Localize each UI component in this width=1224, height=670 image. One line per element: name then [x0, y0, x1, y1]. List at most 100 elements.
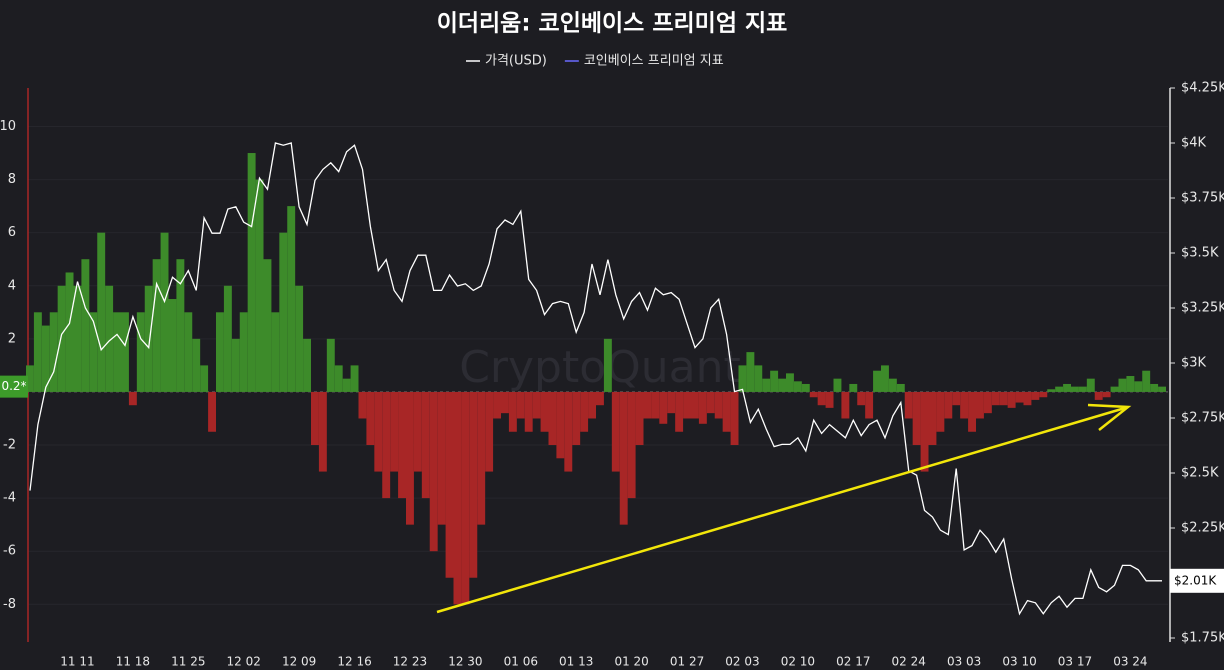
- premium-bar: [683, 391, 691, 419]
- premium-bar: [588, 391, 596, 419]
- premium-bar: [849, 383, 858, 392]
- premium-bar: [263, 259, 272, 392]
- premium-bar: [287, 206, 296, 392]
- premium-bar: [421, 391, 430, 499]
- premium-bar: [746, 352, 755, 392]
- x-tick-label: 01 06: [504, 655, 538, 669]
- premium-bar: [105, 285, 114, 392]
- y2-tick-label: $4K: [1181, 136, 1207, 151]
- premium-bar: [1071, 386, 1079, 392]
- premium-bar: [944, 391, 953, 419]
- premium-bar: [326, 338, 335, 392]
- premium-bar: [382, 391, 391, 499]
- x-tick-label: 12 09: [282, 655, 316, 669]
- premium-bar: [350, 365, 359, 392]
- y-tick-label: -2: [3, 438, 16, 453]
- y2-tick-label: $1.75K: [1181, 631, 1224, 646]
- premium-bar: [809, 391, 818, 398]
- x-tick-label: 03 03: [947, 655, 981, 669]
- premium-bar: [611, 391, 620, 472]
- premium-bar: [136, 312, 145, 392]
- y-tick-label: 6: [8, 225, 16, 240]
- premium-bar: [817, 391, 826, 406]
- premium-bar: [706, 391, 715, 414]
- premium-bar: [786, 373, 794, 392]
- premium-bar: [857, 391, 866, 406]
- premium-bar: [920, 391, 929, 472]
- premium-bar: [216, 312, 224, 392]
- premium-bar: [1047, 389, 1056, 392]
- y-tick-label: -6: [3, 544, 16, 559]
- premium-bar: [928, 391, 937, 446]
- premium-bar: [406, 391, 414, 525]
- x-tick-label: 11 18: [116, 655, 150, 669]
- y-tick-label: 8: [8, 172, 16, 187]
- price-line: [29, 142, 1162, 616]
- premium-bar: [896, 383, 905, 392]
- premium-bar: [722, 391, 731, 432]
- y-tick-label: -4: [3, 491, 16, 506]
- premium-bar: [255, 179, 264, 392]
- premium-bar: [691, 391, 699, 419]
- premium-bar: [303, 338, 311, 392]
- x-tick-label: 02 10: [781, 655, 815, 669]
- premium-bar: [358, 391, 367, 419]
- watermark: CryptoQuant: [459, 342, 741, 393]
- premium-bar: [477, 391, 486, 525]
- premium-bar: [73, 285, 82, 392]
- premium-bar: [532, 391, 541, 419]
- premium-bar: [200, 365, 209, 392]
- annotation-arrowhead: [1087, 403, 1132, 431]
- y2-tick-label: $3.5K: [1181, 246, 1219, 261]
- premium-bar: [873, 370, 881, 392]
- premium-bar: [184, 312, 193, 392]
- premium-bar: [1102, 391, 1111, 398]
- premium-bar: [603, 338, 612, 392]
- premium-bar: [968, 391, 976, 432]
- premium-bar: [176, 259, 185, 392]
- x-tick-label: 01 27: [670, 655, 704, 669]
- premium-bar: [453, 391, 462, 605]
- premium-bar: [485, 391, 494, 472]
- premium-bar: [97, 232, 106, 392]
- premium-bar: [390, 391, 399, 472]
- premium-bar: [643, 391, 652, 419]
- premium-bar: [833, 378, 842, 392]
- premium-bar: [1039, 391, 1048, 398]
- premium-bar: [493, 391, 501, 419]
- premium-bar: [1134, 381, 1143, 392]
- y2-tick-label: $2.25K: [1181, 521, 1224, 536]
- premium-bar: [730, 391, 739, 446]
- y2-tick-label: $3.75K: [1181, 191, 1224, 206]
- premium-bar: [762, 378, 771, 392]
- premium-bar: [374, 391, 383, 472]
- premium-bar: [841, 391, 850, 419]
- premium-bar: [152, 259, 161, 392]
- premium-bar: [1015, 391, 1024, 403]
- x-tick-label: 02 17: [836, 655, 870, 669]
- x-tick-label: 01 13: [559, 655, 593, 669]
- x-tick-label: 12 30: [448, 655, 482, 669]
- premium-bar: [881, 365, 889, 392]
- y2-tick-label: $3K: [1181, 356, 1207, 371]
- premium-bar: [1055, 386, 1064, 392]
- premium-bar: [619, 391, 628, 525]
- premium-bar: [113, 312, 121, 392]
- premium-bar: [1031, 391, 1040, 400]
- chart-title: 이더리움: 코인베이스 프리미엄 지표: [437, 11, 788, 37]
- premium-bar: [41, 325, 50, 392]
- premium-bar: [128, 391, 137, 406]
- x-tick-label: 12 02: [227, 655, 261, 669]
- x-tick-label: 02 03: [725, 655, 759, 669]
- premium-bar: [1023, 391, 1032, 406]
- premium-bar: [223, 285, 232, 392]
- premium-bar: [667, 391, 676, 414]
- premium-bar: [398, 391, 406, 499]
- current-badge: [0, 375, 28, 398]
- premium-bar: [888, 378, 897, 392]
- premium-bar: [461, 391, 470, 605]
- x-tick-label: 01 20: [614, 655, 648, 669]
- premium-bar: [714, 391, 723, 419]
- premium-bar: [778, 378, 786, 392]
